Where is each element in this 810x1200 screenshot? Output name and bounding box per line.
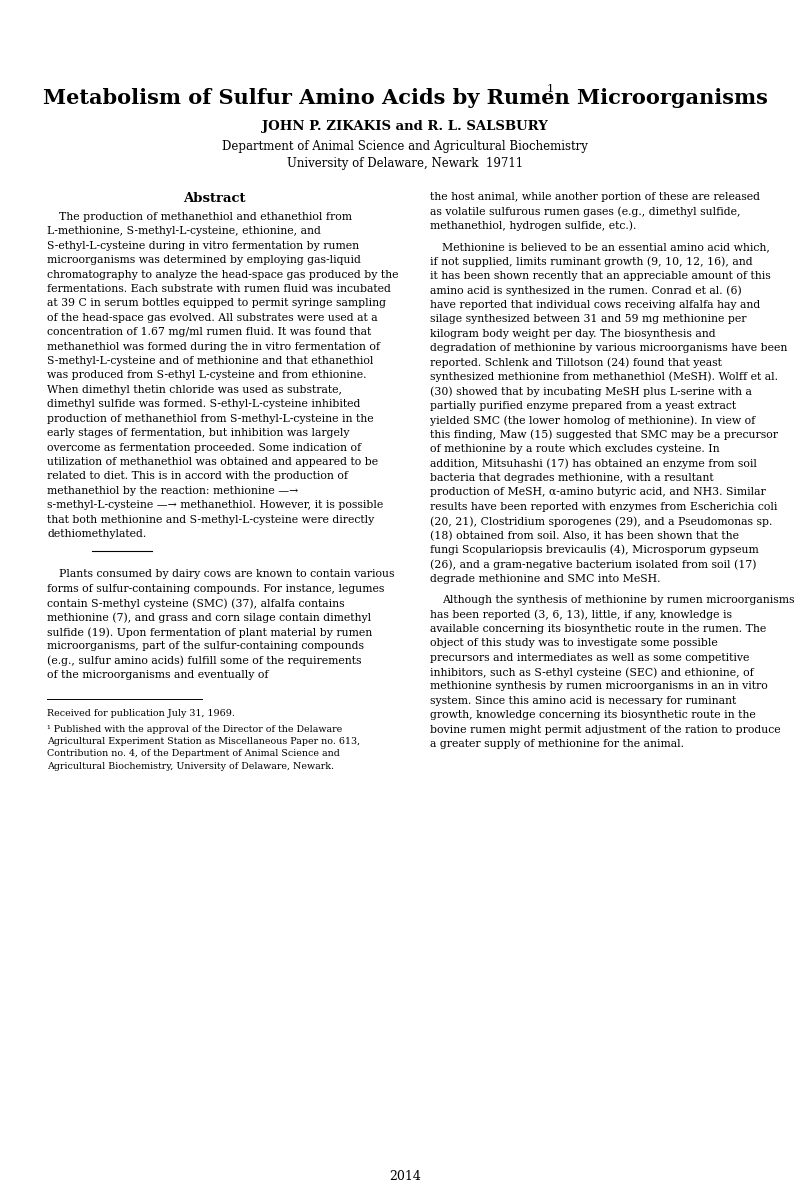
Text: Received for publication July 31, 1969.: Received for publication July 31, 1969.	[47, 709, 235, 718]
Text: utilization of methanethiol was obtained and appeared to be: utilization of methanethiol was obtained…	[47, 457, 378, 467]
Text: production of MeSH, α-amino butyric acid, and NH3. Similar: production of MeSH, α-amino butyric acid…	[430, 487, 765, 497]
Text: L-methionine, S-methyl-L-cysteine, ethionine, and: L-methionine, S-methyl-L-cysteine, ethio…	[47, 227, 321, 236]
Text: of methionine by a route which excludes cysteine. In: of methionine by a route which excludes …	[430, 444, 719, 454]
Text: at 39 C in serum bottles equipped to permit syringe sampling: at 39 C in serum bottles equipped to per…	[47, 299, 386, 308]
Text: Agricultural Biochemistry, University of Delaware, Newark.: Agricultural Biochemistry, University of…	[47, 762, 334, 770]
Text: s-methyl-L-cysteine —→ methanethiol. However, it is possible: s-methyl-L-cysteine —→ methanethiol. How…	[47, 500, 383, 510]
Text: (e.g., sulfur amino acids) fulfill some of the requirements: (e.g., sulfur amino acids) fulfill some …	[47, 656, 361, 666]
Text: bovine rumen might permit adjustment of the ration to produce: bovine rumen might permit adjustment of …	[430, 725, 781, 734]
Text: forms of sulfur-containing compounds. For instance, legumes: forms of sulfur-containing compounds. Fo…	[47, 584, 385, 594]
Text: yielded SMC (the lower homolog of methionine). In view of: yielded SMC (the lower homolog of methio…	[430, 415, 755, 426]
Text: methionine (7), and grass and corn silage contain dimethyl: methionine (7), and grass and corn silag…	[47, 613, 371, 623]
Text: When dimethyl thetin chloride was used as substrate,: When dimethyl thetin chloride was used a…	[47, 385, 342, 395]
Text: microorganisms, part of the sulfur-containing compounds: microorganisms, part of the sulfur-conta…	[47, 642, 364, 652]
Text: Contribution no. 4, of the Department of Animal Science and: Contribution no. 4, of the Department of…	[47, 750, 340, 758]
Text: sulfide (19). Upon fermentation of plant material by rumen: sulfide (19). Upon fermentation of plant…	[47, 628, 373, 637]
Text: growth, knowledge concerning its biosynthetic route in the: growth, knowledge concerning its biosynt…	[430, 710, 756, 720]
Text: microorganisms was determined by employing gas-liquid: microorganisms was determined by employi…	[47, 256, 361, 265]
Text: Department of Animal Science and Agricultural Biochemistry: Department of Animal Science and Agricul…	[222, 140, 588, 152]
Text: related to diet. This is in accord with the production of: related to diet. This is in accord with …	[47, 472, 348, 481]
Text: methanethiol was formed during the in vitro fermentation of: methanethiol was formed during the in vi…	[47, 342, 380, 352]
Text: Abstract: Abstract	[183, 192, 245, 205]
Text: Agricultural Experiment Station as Miscellaneous Paper no. 613,: Agricultural Experiment Station as Misce…	[47, 737, 360, 746]
Text: was produced from S-ethyl L-cysteine and from ethionine.: was produced from S-ethyl L-cysteine and…	[47, 371, 366, 380]
Text: the host animal, while another portion of these are released: the host animal, while another portion o…	[430, 192, 760, 202]
Text: S-ethyl-L-cysteine during in vitro fermentation by rumen: S-ethyl-L-cysteine during in vitro ferme…	[47, 241, 359, 251]
Text: as volatile sulfurous rumen gases (e.g., dimethyl sulfide,: as volatile sulfurous rumen gases (e.g.,…	[430, 206, 740, 217]
Text: fungi Scopulariopsis brevicaulis (4), Microsporum gypseum: fungi Scopulariopsis brevicaulis (4), Mi…	[430, 545, 759, 556]
Text: (30) showed that by incubating MeSH plus L-serine with a: (30) showed that by incubating MeSH plus…	[430, 386, 752, 397]
Text: degrade methionine and SMC into MeSH.: degrade methionine and SMC into MeSH.	[430, 574, 660, 583]
Text: dimethyl sulfide was formed. S-ethyl-L-cysteine inhibited: dimethyl sulfide was formed. S-ethyl-L-c…	[47, 400, 360, 409]
Text: overcome as fermentation proceeded. Some indication of: overcome as fermentation proceeded. Some…	[47, 443, 361, 452]
Text: methanethiol, hydrogen sulfide, etc.).: methanethiol, hydrogen sulfide, etc.).	[430, 221, 637, 232]
Text: Metabolism of Sulfur Amino Acids by Rumen Microorganisms: Metabolism of Sulfur Amino Acids by Rume…	[43, 88, 767, 108]
Text: synthesized methionine from methanethiol (MeSH). Wolff et al.: synthesized methionine from methanethiol…	[430, 372, 778, 383]
Text: partially purified enzyme prepared from a yeast extract: partially purified enzyme prepared from …	[430, 401, 736, 410]
Text: kilogram body weight per day. The biosynthesis and: kilogram body weight per day. The biosyn…	[430, 329, 715, 338]
Text: results have been reported with enzymes from Escherichia coli: results have been reported with enzymes …	[430, 502, 778, 511]
Text: JOHN P. ZIKAKIS and R. L. SALSBURY: JOHN P. ZIKAKIS and R. L. SALSBURY	[262, 120, 548, 133]
Text: that both methionine and S-methyl-L-cysteine were directly: that both methionine and S-methyl-L-cyst…	[47, 515, 374, 524]
Text: a greater supply of methionine for the animal.: a greater supply of methionine for the a…	[430, 739, 684, 749]
Text: concentration of 1.67 mg/ml rumen fluid. It was found that: concentration of 1.67 mg/ml rumen fluid.…	[47, 328, 371, 337]
Text: (18) obtained from soil. Also, it has been shown that the: (18) obtained from soil. Also, it has be…	[430, 530, 739, 541]
Text: University of Delaware, Newark  19711: University of Delaware, Newark 19711	[287, 157, 523, 170]
Text: addition, Mitsuhashi (17) has obtained an enzyme from soil: addition, Mitsuhashi (17) has obtained a…	[430, 458, 757, 469]
Text: 2014: 2014	[389, 1170, 421, 1183]
Text: if not supplied, limits ruminant growth (9, 10, 12, 16), and: if not supplied, limits ruminant growth …	[430, 257, 752, 268]
Text: (20, 21), Clostridium sporogenes (29), and a Pseudomonas sp.: (20, 21), Clostridium sporogenes (29), a…	[430, 516, 773, 527]
Text: The production of methanethiol and ethanethiol from: The production of methanethiol and ethan…	[58, 212, 352, 222]
Text: amino acid is synthesized in the rumen. Conrad et al. (6): amino acid is synthesized in the rumen. …	[430, 286, 742, 296]
Text: dethiomethylated.: dethiomethylated.	[47, 529, 147, 539]
Text: early stages of fermentation, but inhibition was largely: early stages of fermentation, but inhibi…	[47, 428, 349, 438]
Text: of the microorganisms and eventually of: of the microorganisms and eventually of	[47, 671, 268, 680]
Text: has been reported (3, 6, 13), little, if any, knowledge is: has been reported (3, 6, 13), little, if…	[430, 610, 732, 620]
Text: chromatography to analyze the head-space gas produced by the: chromatography to analyze the head-space…	[47, 270, 399, 280]
Text: contain S-methyl cysteine (SMC) (37), alfalfa contains: contain S-methyl cysteine (SMC) (37), al…	[47, 599, 344, 608]
Text: methionine synthesis by rumen microorganisms in an in vitro: methionine synthesis by rumen microorgan…	[430, 682, 768, 691]
Text: available concerning its biosynthetic route in the rumen. The: available concerning its biosynthetic ro…	[430, 624, 766, 634]
Text: degradation of methionine by various microorganisms have been: degradation of methionine by various mic…	[430, 343, 787, 353]
Text: it has been shown recently that an appreciable amount of this: it has been shown recently that an appre…	[430, 271, 771, 281]
Text: precursors and intermediates as well as some competitive: precursors and intermediates as well as …	[430, 653, 749, 662]
Text: ¹ Published with the approval of the Director of the Delaware: ¹ Published with the approval of the Dir…	[47, 725, 343, 734]
Text: Methionine is believed to be an essential amino acid which,: Methionine is believed to be an essentia…	[441, 242, 770, 252]
Text: 1: 1	[547, 84, 554, 95]
Text: of the head-space gas evolved. All substrates were used at a: of the head-space gas evolved. All subst…	[47, 313, 377, 323]
Text: silage synthesized between 31 and 59 mg methionine per: silage synthesized between 31 and 59 mg …	[430, 314, 747, 324]
Text: have reported that individual cows receiving alfalfa hay and: have reported that individual cows recei…	[430, 300, 761, 310]
Text: Although the synthesis of methionine by rumen microorganisms: Although the synthesis of methionine by …	[441, 595, 794, 605]
Text: (26), and a gram-negative bacterium isolated from soil (17): (26), and a gram-negative bacterium isol…	[430, 559, 757, 570]
Text: reported. Schlenk and Tillotson (24) found that yeast: reported. Schlenk and Tillotson (24) fou…	[430, 358, 722, 368]
Text: S-methyl-L-cysteine and of methionine and that ethanethiol: S-methyl-L-cysteine and of methionine an…	[47, 356, 373, 366]
Text: Plants consumed by dairy cows are known to contain various: Plants consumed by dairy cows are known …	[58, 569, 394, 580]
Text: object of this study was to investigate some possible: object of this study was to investigate …	[430, 638, 718, 648]
Text: this finding, Maw (15) suggested that SMC may be a precursor: this finding, Maw (15) suggested that SM…	[430, 430, 778, 440]
Text: system. Since this amino acid is necessary for ruminant: system. Since this amino acid is necessa…	[430, 696, 736, 706]
Text: production of methanethiol from S-methyl-L-cysteine in the: production of methanethiol from S-methyl…	[47, 414, 373, 424]
Text: methanethiol by the reaction: methionine —→: methanethiol by the reaction: methionine…	[47, 486, 298, 496]
Text: fermentations. Each substrate with rumen fluid was incubated: fermentations. Each substrate with rumen…	[47, 284, 391, 294]
Text: inhibitors, such as S-ethyl cysteine (SEC) and ethionine, of: inhibitors, such as S-ethyl cysteine (SE…	[430, 667, 754, 678]
Text: bacteria that degrades methionine, with a resultant: bacteria that degrades methionine, with …	[430, 473, 714, 482]
